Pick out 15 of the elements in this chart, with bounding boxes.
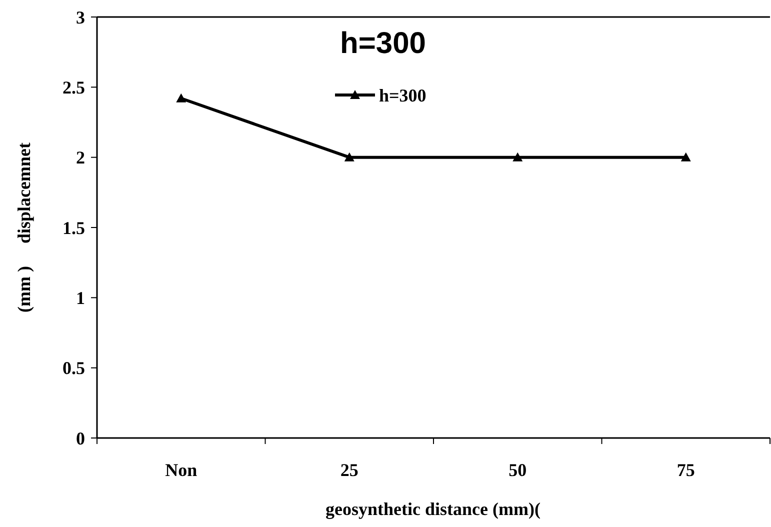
x-tick-label: 25 <box>340 460 358 480</box>
legend-label: h=300 <box>379 85 426 106</box>
y-tick-label: 2 <box>76 148 85 168</box>
x-tick-label: 50 <box>508 460 527 480</box>
y-tick-label: 0.5 <box>62 358 85 378</box>
x-tick-label: Non <box>165 460 198 480</box>
y-tick-label: 2.5 <box>62 77 85 98</box>
y-axis-title: (mm ) displacemnet <box>14 142 34 312</box>
x-tick-label: 75 <box>676 460 695 480</box>
x-axis-title: geosynthetic distance (mm)( <box>326 499 540 519</box>
y-tick-label: 1 <box>76 288 85 308</box>
chart-title: h=300 <box>340 27 426 60</box>
y-tick-label: 3 <box>76 7 85 28</box>
y-tick-label: 1.5 <box>62 218 85 238</box>
y-tick-label: 0 <box>76 428 85 448</box>
